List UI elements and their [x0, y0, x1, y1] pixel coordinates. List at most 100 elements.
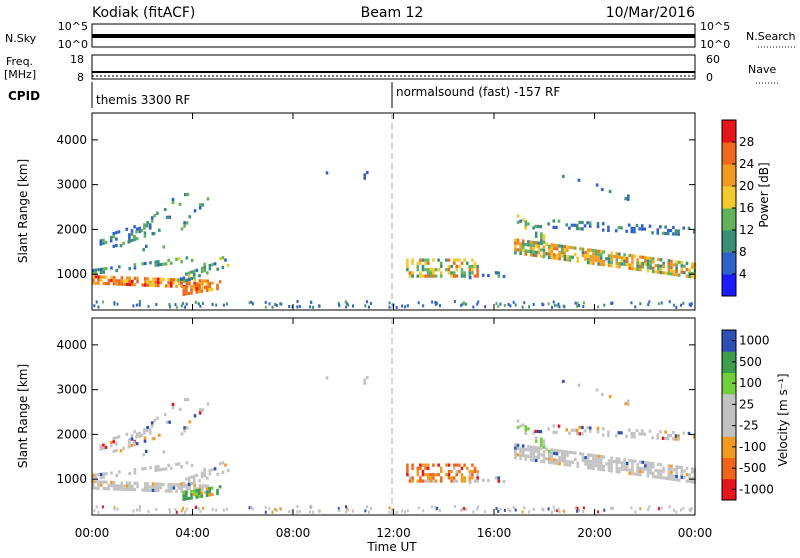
range-gate-cell	[93, 509, 96, 513]
range-gate-cell	[172, 281, 176, 285]
range-gate-cell	[325, 376, 329, 380]
range-gate-cell	[618, 460, 621, 464]
range-gate-cell	[539, 430, 543, 434]
range-gate-cell	[455, 463, 459, 467]
range-gate-cell	[99, 480, 103, 484]
range-gate-cell	[419, 466, 422, 470]
range-gate-cell	[133, 430, 136, 434]
range-gate-cell	[672, 225, 675, 230]
range-gate-cell	[115, 237, 118, 241]
range-gate-cell	[146, 221, 149, 225]
range-gate-cell	[607, 257, 611, 261]
range-gate-cell	[112, 282, 116, 286]
range-gate-cell	[143, 428, 146, 432]
range-gate-cell	[102, 486, 105, 491]
range-gate-cell	[432, 258, 435, 262]
range-gate-cell	[107, 487, 111, 491]
range-gate-cell	[112, 440, 116, 444]
range-gate-cell	[185, 292, 188, 296]
range-gate-cell	[154, 482, 157, 486]
range-gate-cell	[175, 278, 178, 282]
range-gate-cell	[664, 430, 667, 434]
range-gate-cell	[685, 473, 689, 477]
range-gate-cell	[439, 264, 443, 269]
range-gate-cell	[157, 482, 160, 486]
range-gate-cell	[183, 429, 186, 433]
range-gate-cell	[473, 466, 477, 470]
range-gate-cell	[542, 445, 546, 449]
range-gate-cell	[168, 303, 171, 306]
range-gate-cell	[171, 406, 175, 410]
range-gate-cell	[162, 277, 165, 281]
range-gate-cell	[97, 281, 100, 285]
range-gate-cell	[576, 464, 580, 468]
range-gate-cell	[432, 476, 435, 480]
range-gate-cell	[607, 263, 611, 268]
range-gate-cell	[607, 225, 610, 229]
range-gate-cell	[597, 259, 600, 263]
range-gate-cell	[99, 444, 103, 448]
range-gate-cell	[184, 510, 187, 514]
range-gate-cell	[594, 457, 598, 461]
range-gate-cell	[208, 281, 211, 286]
range-gate-cell	[579, 247, 582, 251]
range-gate-cell	[568, 450, 572, 454]
range-gate-cell	[654, 468, 658, 473]
range-gate-cell	[578, 425, 582, 429]
range-gate-cell	[426, 271, 430, 275]
range-gate-cell	[352, 509, 354, 513]
range-gate-cell	[487, 274, 490, 278]
range-gate-cell	[193, 487, 196, 491]
range-gate-cell	[445, 268, 448, 272]
range-gate-cell	[216, 287, 219, 291]
range-gate-cell	[648, 505, 651, 509]
range-gate-cell	[128, 276, 131, 280]
range-gate-cell	[690, 467, 694, 471]
range-gate-cell	[421, 274, 425, 278]
range-gate-cell	[208, 490, 211, 494]
range-gate-cell	[455, 479, 459, 483]
range-gate-cell	[628, 458, 632, 463]
range-gate-cell	[364, 304, 367, 308]
range-gate-cell	[550, 243, 554, 247]
range-gate-cell	[519, 251, 522, 256]
range-gate-cell	[221, 265, 225, 269]
range-gate-cell	[669, 434, 673, 438]
range-gate-cell	[497, 476, 501, 480]
range-gate-cell	[154, 468, 157, 472]
range-gate-cell	[636, 267, 639, 271]
range-gate-cell	[144, 283, 147, 287]
range-gate-cell	[651, 471, 655, 475]
range-gate-cell	[112, 480, 116, 485]
range-gate-cell	[279, 507, 282, 511]
range-gate-cell	[408, 271, 412, 275]
range-gate-cell	[426, 261, 430, 265]
range-gate-cell	[345, 305, 348, 309]
range-gate-cell	[432, 479, 435, 483]
range-gate-cell	[476, 274, 479, 278]
range-gate-cell	[581, 455, 585, 459]
range-gate-cell	[527, 445, 530, 449]
range-gate-cell	[193, 477, 196, 481]
range-gate-cell	[497, 271, 501, 275]
range-gate-cell	[577, 383, 581, 387]
range-gate-cell	[664, 271, 668, 275]
range-gate-cell	[135, 432, 139, 436]
range-gate-cell	[550, 249, 554, 253]
range-gate-cell	[406, 258, 409, 262]
range-gate-cell	[514, 443, 517, 447]
nsky-label: N.Sky	[5, 32, 37, 45]
range-gate-cell	[657, 462, 660, 466]
range-gate-cell	[614, 229, 618, 233]
range-gate-cell	[690, 480, 694, 484]
range-gate-cell	[519, 447, 522, 451]
range-gate-cell	[142, 248, 145, 252]
range-gate-cell	[175, 305, 178, 309]
range-gate-cell	[618, 467, 621, 471]
range-gate-cell	[178, 407, 182, 411]
range-gate-cell	[599, 262, 603, 266]
range-gate-cell	[144, 482, 147, 486]
range-gate-cell	[203, 262, 206, 266]
range-gate-cell	[586, 462, 590, 467]
range-gate-cell	[516, 214, 520, 218]
